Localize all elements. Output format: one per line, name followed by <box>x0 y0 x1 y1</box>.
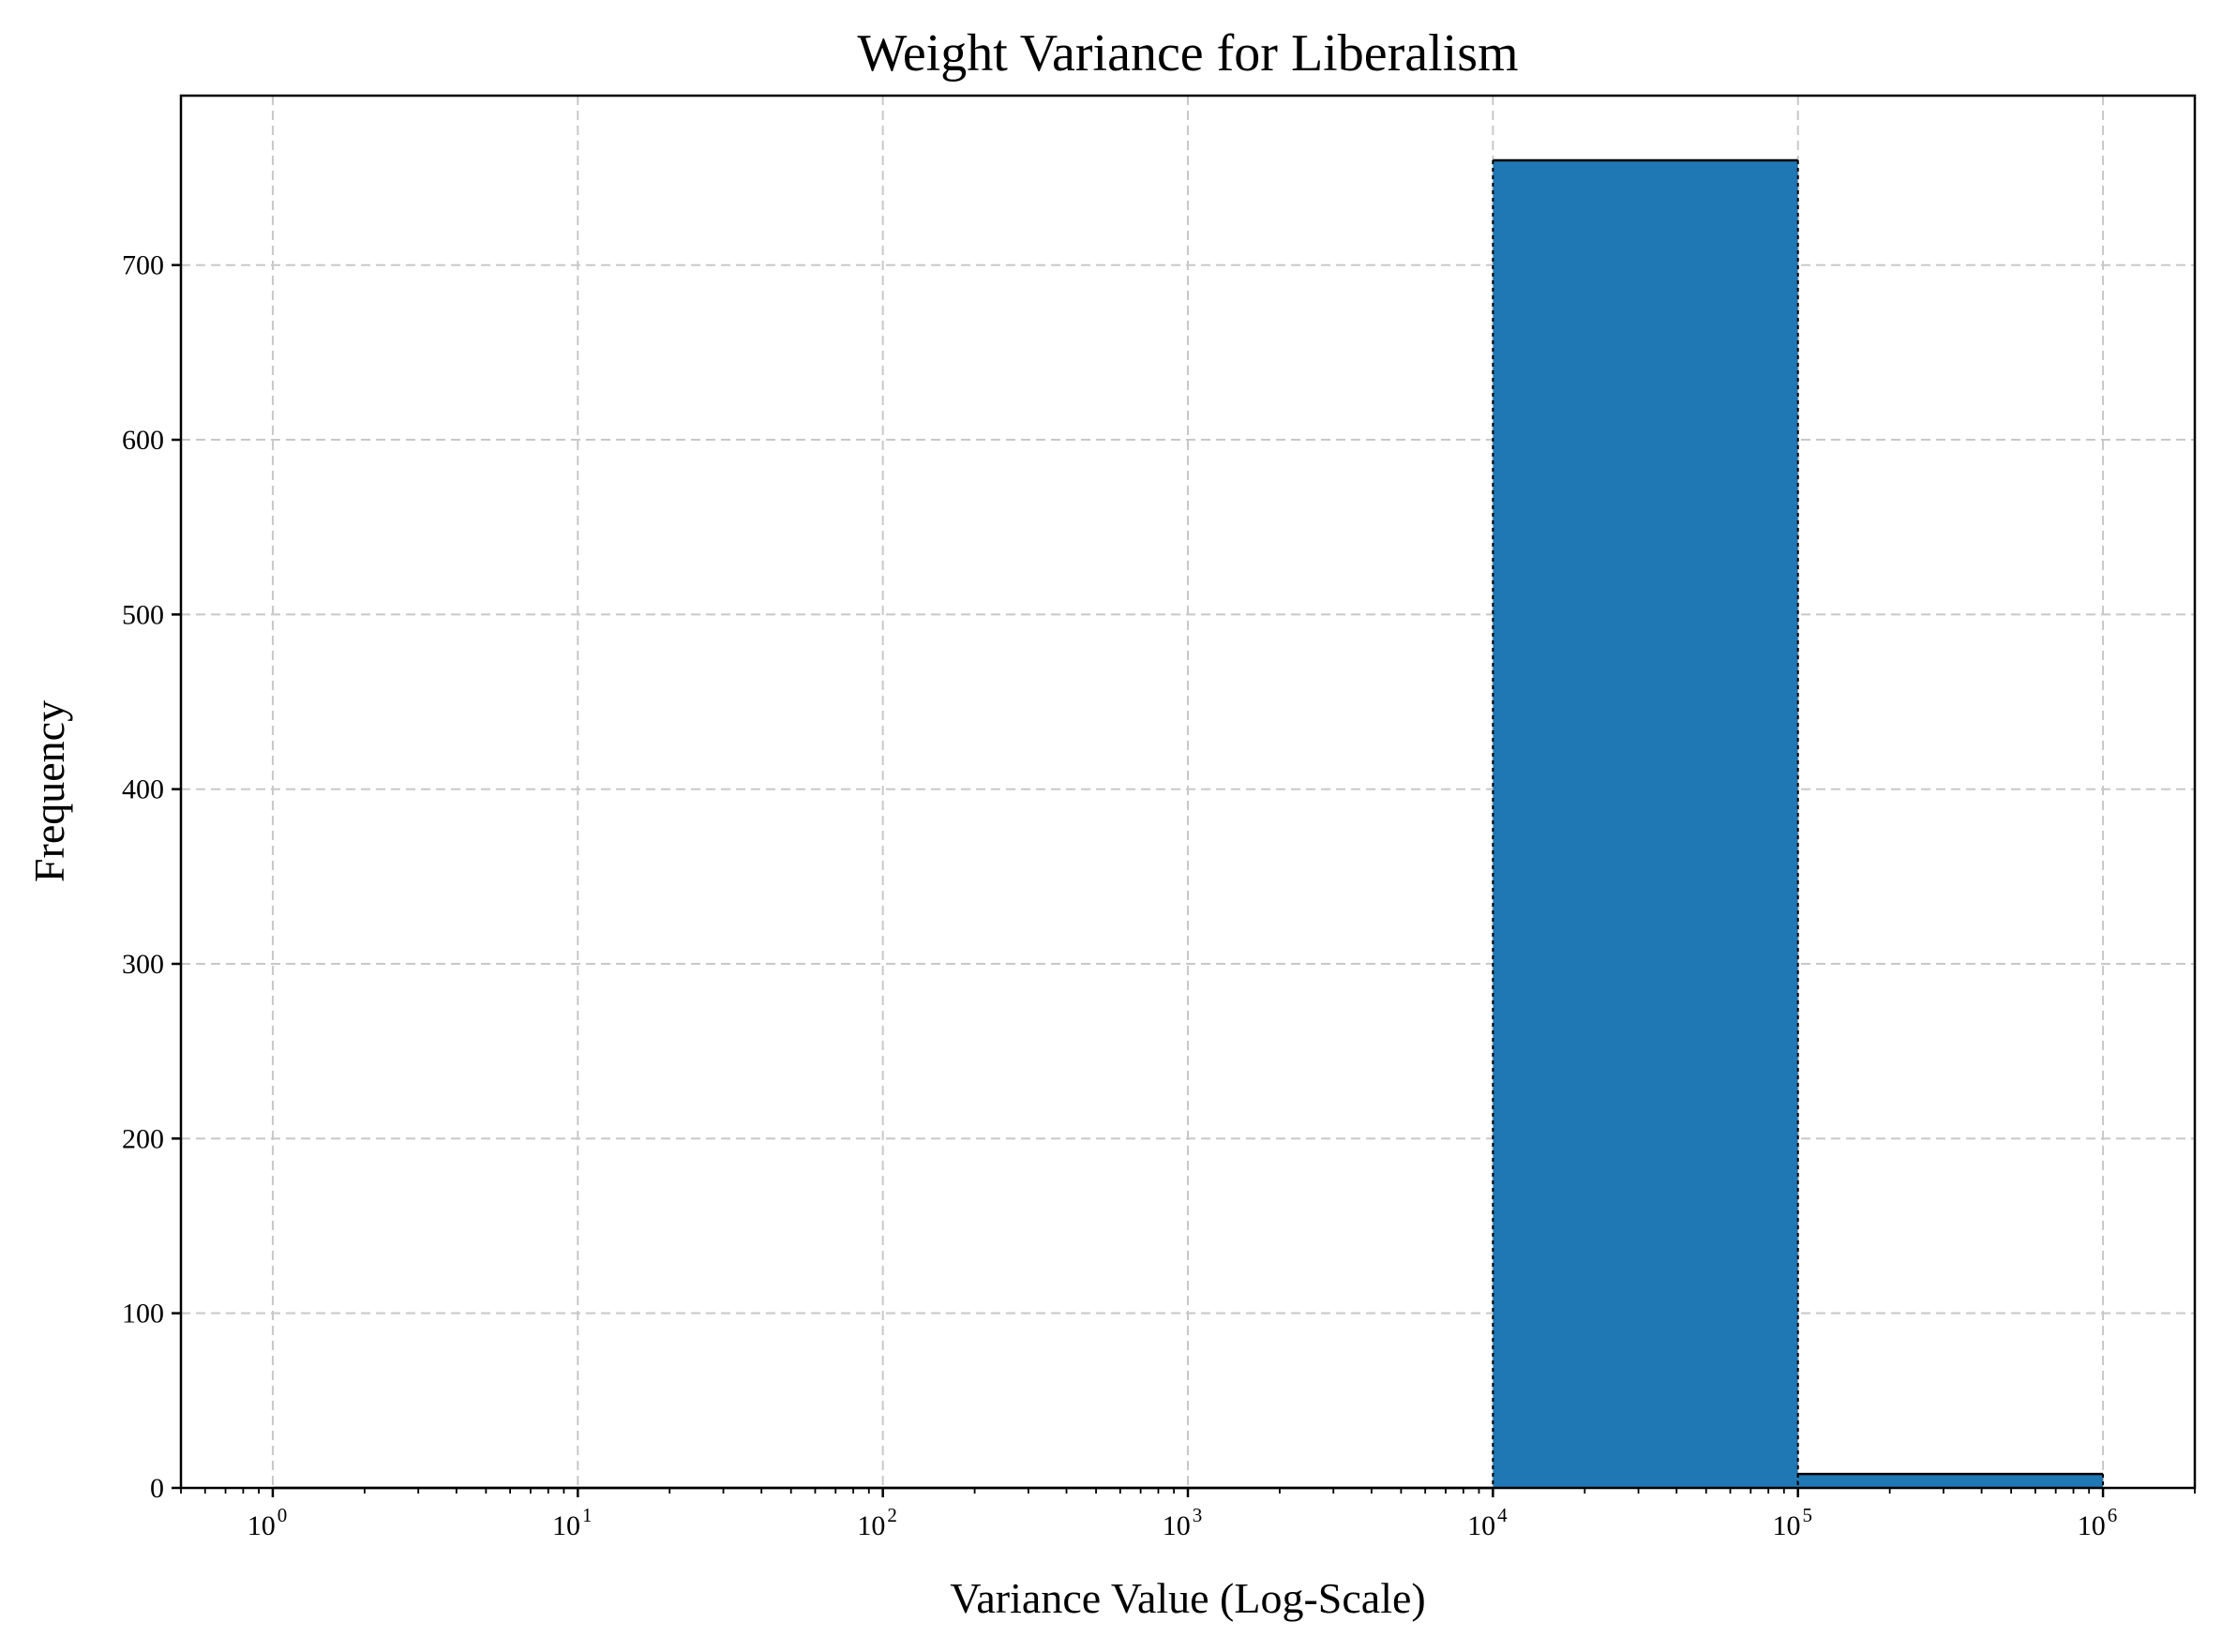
y-axis-label: Frequency <box>25 700 73 882</box>
x-tick-label: 100 <box>248 1504 288 1541</box>
x-tick-label: 106 <box>2078 1504 2118 1541</box>
y-tick-label: 500 <box>122 599 164 630</box>
x-tick-label: 102 <box>857 1504 897 1541</box>
y-tick-label: 600 <box>122 425 164 456</box>
histogram-bar <box>1492 158 1799 1488</box>
y-tick-label: 200 <box>122 1123 164 1154</box>
x-tick-label: 104 <box>1467 1504 1508 1541</box>
y-tick-label: 100 <box>122 1299 164 1329</box>
grid-layer <box>181 96 2195 1489</box>
y-tick-label: 300 <box>122 949 164 980</box>
x-tick-label: 105 <box>1772 1504 1812 1541</box>
x-axis-label: Variance Value (Log-Scale) <box>950 1574 1425 1622</box>
x-tick-label: 101 <box>552 1504 593 1541</box>
bar-fill <box>1797 1474 2104 1488</box>
x-tick-label: 103 <box>1163 1504 1203 1541</box>
y-tick-label: 700 <box>122 250 164 281</box>
histogram-bar <box>1796 1472 2105 1488</box>
ticks-layer: 0 100 200 300 400 500 600 700 100 101 102 103 104 105… <box>122 250 2196 1541</box>
bar-fill <box>1493 159 1798 1488</box>
y-tick-label: 0 <box>150 1473 164 1504</box>
y-tick-label: 400 <box>122 774 164 805</box>
chart-title: Weight Variance for Liberalism <box>857 24 1518 83</box>
